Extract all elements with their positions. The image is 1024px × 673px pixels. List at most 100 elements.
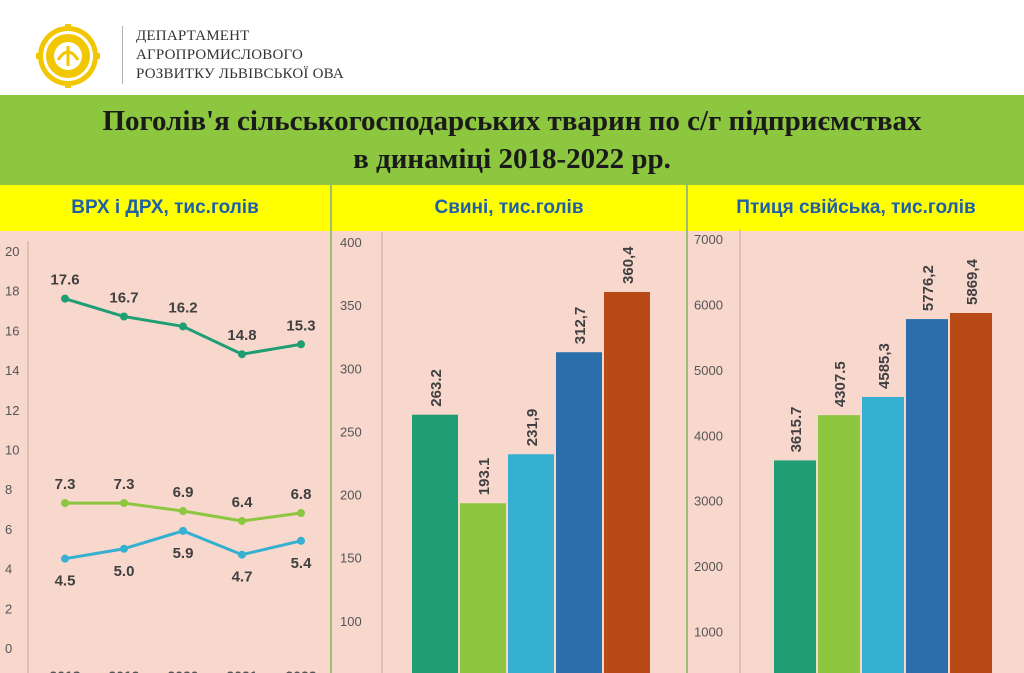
pigs-chart-panel: Свині, тис.голів 50100150200250300350400…	[332, 185, 686, 673]
pigs-chart-title: Свині, тис.голів	[434, 197, 584, 218]
y-tick-label: 2000	[694, 559, 723, 574]
y-tick-label: 400	[340, 235, 362, 250]
data-label: 6.9	[173, 484, 194, 501]
y-tick-label: 5000	[694, 363, 723, 378]
poultry-chart-title: Птиця свійська, тис.голів	[736, 197, 976, 218]
department-logo-icon	[36, 24, 100, 88]
department-line-2: АГРОПРОМИСЛОВОГО	[136, 47, 304, 63]
bar-value-label: 312,7	[572, 307, 589, 345]
cattle-chart-panel: ВРХ і ДРХ, тис.голів 0246810121416182020…	[0, 185, 330, 673]
y-tick-label: 10	[5, 443, 19, 458]
data-label: 14.8	[227, 327, 256, 344]
data-label: 16.2	[168, 299, 197, 316]
poultry-bar-chart: 1000 2000 3000 4000 5000 6000 7000 3615.7 4307.5…	[694, 229, 992, 673]
bar-value-label: 193.1	[476, 458, 493, 496]
pigs-chart-title-bar	[332, 185, 686, 231]
panel-divider-2	[686, 185, 688, 673]
x-tick-label: 2022	[285, 668, 316, 673]
data-label: 16.7	[109, 290, 138, 307]
page-title-line-1: Поголів'я сільськогосподарських тварин п…	[102, 105, 922, 137]
data-point	[179, 526, 187, 535]
y-tick-label: 4000	[694, 428, 723, 443]
y-tick-label: 1000	[694, 625, 723, 640]
bar-value-label: 231,9	[524, 409, 541, 447]
bar-value-label: 360,4	[620, 246, 637, 284]
data-label: 15.3	[286, 317, 315, 334]
bar-value-label: 263.2	[428, 369, 445, 407]
title-band	[0, 95, 1024, 185]
x-tick-label: 2018	[49, 668, 80, 673]
y-tick-label: 300	[340, 361, 362, 376]
data-point	[61, 499, 69, 508]
y-tick-label: 20	[5, 244, 19, 259]
bar-value-label: 5869,4	[964, 258, 981, 305]
bar-2022	[604, 291, 650, 673]
data-point	[238, 516, 246, 525]
y-tick-label: 6	[5, 522, 12, 537]
y-tick-label: 4	[5, 562, 12, 577]
data-label: 6.4	[232, 494, 254, 511]
bar-2020	[862, 396, 904, 673]
data-point	[61, 294, 69, 303]
x-tick-label: 2020	[167, 668, 198, 673]
data-label: 4.7	[232, 569, 253, 586]
pigs-bar-chart: 50100150200250300350400263.2193.1231,931…	[340, 232, 650, 673]
y-tick-label: 6000	[694, 297, 723, 312]
data-point	[120, 499, 128, 508]
data-point	[297, 340, 305, 349]
data-point	[238, 550, 246, 559]
bar-2022	[950, 312, 992, 673]
x-tick-label: 2021	[226, 668, 257, 673]
cattle-line-chart: 0 2 4 6 8 10 12 14 16 18 20 2018 2019 2020 2021 2022 17.…	[5, 241, 317, 673]
department-line-1: ДЕПАРТАМЕНТ	[136, 28, 250, 44]
data-point	[179, 507, 187, 516]
bar-2019	[460, 503, 506, 673]
page-title: Поголів'я сільськогосподарських тварин п…	[0, 102, 1024, 178]
bar-2019	[818, 415, 860, 673]
y-tick-label: 3000	[694, 494, 723, 509]
data-point	[120, 544, 128, 553]
poultry-chart-panel: Птиця свійська, тис.голів 1000 2000 3000 40…	[688, 185, 1024, 673]
data-label: 4.5	[55, 573, 76, 590]
data-label: 7.3	[55, 476, 76, 493]
cattle-chart-title: ВРХ і ДРХ, тис.голів	[71, 197, 259, 218]
y-tick-label: 2	[5, 601, 12, 616]
data-label: 17.6	[50, 272, 79, 289]
data-point	[297, 536, 305, 545]
y-tick-label: 250	[340, 424, 362, 439]
y-tick-label: 200	[340, 488, 362, 503]
data-label: 5.4	[291, 555, 313, 572]
bar-2018	[774, 460, 816, 673]
bar-2021	[556, 352, 602, 673]
bar-value-label: 5776,2	[920, 265, 937, 311]
y-tick-label: 7000	[694, 232, 723, 247]
data-point	[120, 312, 128, 321]
header-divider	[122, 26, 123, 84]
y-tick-label: 100	[340, 614, 362, 629]
data-label: 5.0	[114, 563, 135, 580]
data-label: 6.8	[291, 486, 312, 503]
y-tick-label: 150	[340, 551, 362, 566]
department-name: ДЕПАРТАМЕНТ АГРОПРОМИСЛОВОГО РОЗВИТКУ ЛЬ…	[136, 27, 344, 84]
bar-2021	[906, 319, 948, 673]
bar-2020	[508, 454, 554, 673]
data-label: 5.9	[173, 545, 194, 562]
bar-value-label: 4585,3	[876, 343, 893, 389]
department-line-3: РОЗВИТКУ ЛЬВІВСЬКОЇ ОВА	[136, 66, 344, 82]
y-tick-label: 350	[340, 298, 362, 313]
bar-value-label: 3615.7	[788, 407, 805, 453]
panel-divider-1	[330, 185, 332, 673]
data-point	[179, 322, 187, 331]
header: ДЕПАРТАМЕНТ АГРОПРОМИСЛОВОГО РОЗВИТКУ ЛЬ…	[0, 0, 1024, 95]
page-title-line-2: в динаміці 2018-2022 рр.	[353, 143, 671, 175]
y-tick-label: 16	[5, 323, 19, 338]
poultry-chart-title-bar	[688, 185, 1024, 231]
x-tick-label: 2019	[108, 668, 139, 673]
data-label: 7.3	[114, 476, 135, 493]
bar-value-label: 4307.5	[832, 361, 849, 407]
y-tick-label: 18	[5, 284, 19, 299]
cattle-chart-title-bar	[0, 185, 330, 231]
data-point	[238, 350, 246, 359]
bar-2018	[412, 414, 458, 673]
y-tick-label: 8	[5, 482, 12, 497]
